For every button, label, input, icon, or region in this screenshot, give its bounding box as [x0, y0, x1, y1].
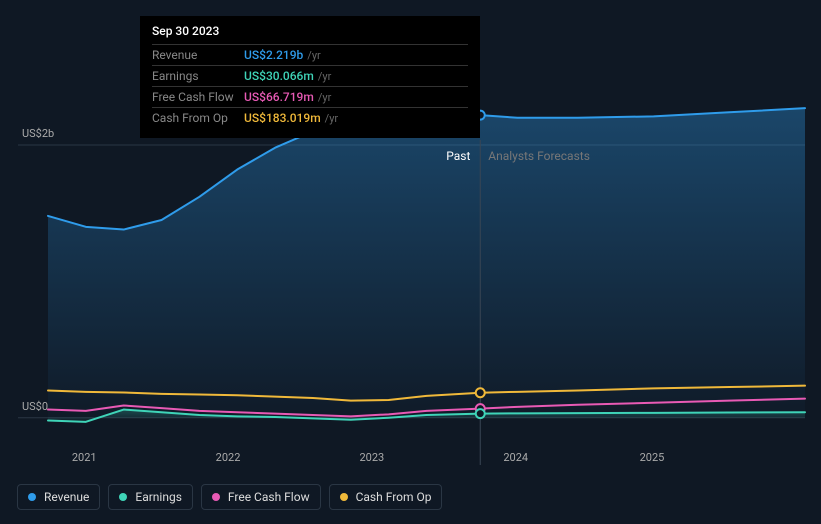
x-axis-tick-label: 2024 — [503, 451, 528, 464]
x-axis-tick-label: 2022 — [216, 451, 241, 464]
tooltip-metric-suffix: /yr — [307, 49, 320, 62]
tooltip-metric-suffix: /yr — [318, 91, 331, 104]
tooltip-row: EarningsUS$30.066m/yr — [152, 65, 468, 86]
legend-dot-icon — [340, 493, 348, 501]
tooltip-metric-value: US$183.019m — [244, 111, 321, 125]
forecast-section-label: Analysts Forecasts — [488, 149, 590, 163]
legend-item-label: Revenue — [44, 490, 89, 504]
legend-dot-icon — [119, 493, 127, 501]
legend-dot-icon — [28, 493, 36, 501]
legend-item-free-cash-flow[interactable]: Free Cash Flow — [201, 484, 321, 510]
tooltip-row: Cash From OpUS$183.019m/yr — [152, 107, 468, 128]
legend-item-label: Cash From Op — [356, 490, 432, 504]
tooltip-metric-label: Cash From Op — [152, 111, 244, 125]
x-axis-tick-label: 2023 — [360, 451, 385, 464]
legend-item-label: Earnings — [135, 490, 182, 504]
tooltip-row: RevenueUS$2.219b/yr — [152, 44, 468, 65]
tooltip-metric-value: US$2.219b — [244, 48, 303, 62]
tooltip-metric-suffix: /yr — [318, 70, 331, 83]
legend-item-revenue[interactable]: Revenue — [17, 484, 100, 510]
legend-dot-icon — [212, 493, 220, 501]
tooltip-metric-label: Earnings — [152, 69, 244, 83]
tooltip-metric-suffix: /yr — [325, 112, 338, 125]
chart-legend: Revenue Earnings Free Cash Flow Cash From O… — [17, 484, 442, 510]
legend-item-cash-from-op[interactable]: Cash From Op — [329, 484, 443, 510]
legend-item-earnings[interactable]: Earnings — [108, 484, 193, 510]
x-axis-tick-label: 2021 — [72, 451, 97, 464]
tooltip-date: Sep 30 2023 — [152, 24, 468, 38]
tooltip-metric-value: US$66.719m — [244, 90, 314, 104]
tooltip-row: Free Cash FlowUS$66.719m/yr — [152, 86, 468, 107]
legend-item-label: Free Cash Flow — [228, 490, 310, 504]
y-axis-tick-label: US$2b — [22, 127, 54, 140]
tooltip-metric-label: Free Cash Flow — [152, 90, 244, 104]
past-section-label: Past — [446, 149, 470, 163]
x-axis-tick-label: 2025 — [640, 451, 665, 464]
y-axis-tick-label: US$0 — [22, 400, 48, 413]
chart-tooltip: Sep 30 2023 RevenueUS$2.219b/yrEarningsU… — [140, 16, 480, 138]
tooltip-metric-label: Revenue — [152, 48, 244, 62]
tooltip-metric-value: US$30.066m — [244, 69, 314, 83]
